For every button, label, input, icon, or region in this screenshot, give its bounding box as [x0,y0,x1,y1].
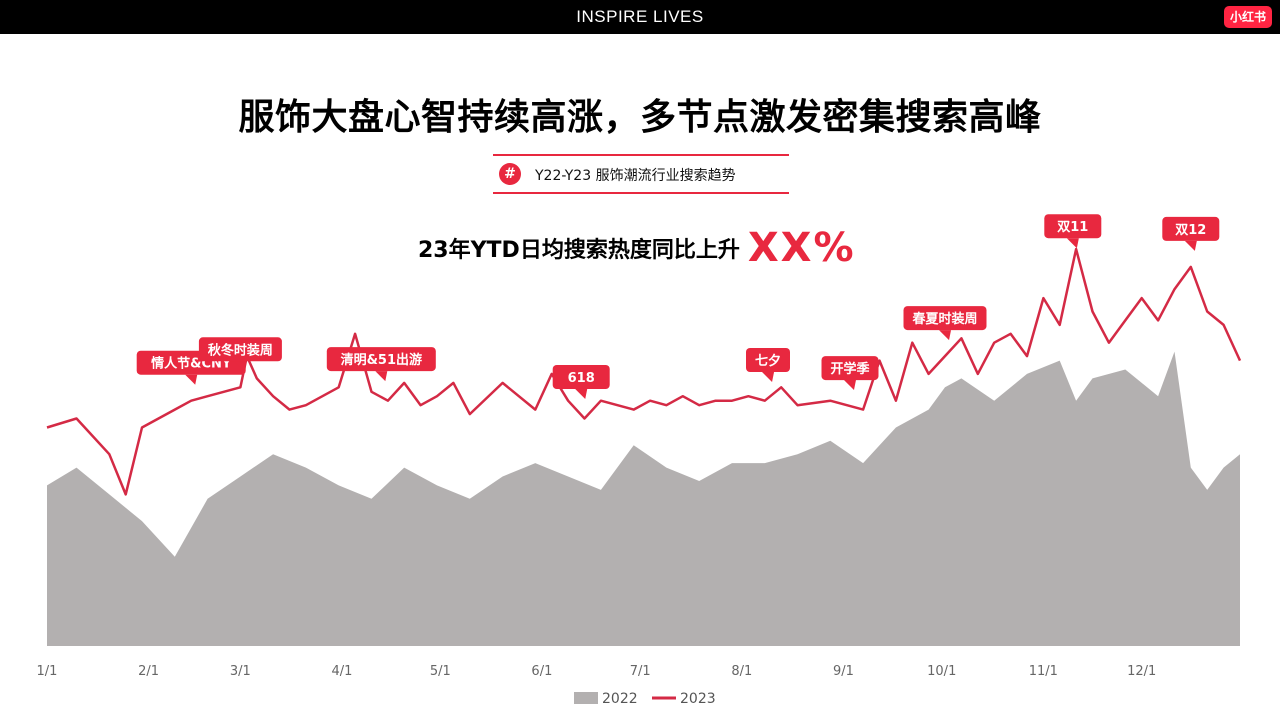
series-2022-area [47,351,1240,646]
peak-annotation: 春夏时装周 [903,306,987,341]
annotation-label: 秋冬时装周 [208,342,273,358]
chart-subtitle: # Y22-Y23 服饰潮流行业搜索趋势 [493,154,789,194]
peak-annotation: 双11 [1044,214,1102,249]
annotation-label: 开学季 [830,361,869,377]
x-tick-label: 4/1 [332,664,353,679]
peak-annotation: 秋冬时装周 [198,337,282,372]
annotation-label: 双12 [1175,223,1206,238]
x-tick-label: 5/1 [430,664,451,679]
annotation-pointer [939,330,952,341]
legend-swatch-2022 [574,692,598,704]
annotation-label: 春夏时装周 [911,311,977,327]
xiaohongshu-logo: 小红书 [1223,6,1272,28]
annotation-label: 618 [568,371,595,386]
annotation-label: 七夕 [755,353,781,369]
x-tick-label: 11/1 [1029,664,1058,679]
annotation-pointer [234,361,247,372]
peak-annotation: 618 [552,365,610,399]
x-tick-label: 10/1 [927,664,956,679]
chart-subtitle-text: Y22-Y23 服饰潮流行业搜索趋势 [535,168,736,184]
x-tick-label: 1/1 [37,664,58,679]
annotation-pointer [375,371,388,382]
annotation-label: 双11 [1057,220,1088,235]
annotation-pointer [762,372,775,383]
peak-annotation: 七夕 [746,348,790,383]
peak-annotation: 开学季 [821,356,879,391]
ytd-growth-value: XX% [747,225,856,271]
legend-label-2023: 2023 [680,691,716,707]
annotation-pointer [843,380,856,391]
page-title: 服饰大盘心智持续高涨，多节点激发密集搜索高峰 [238,97,1042,138]
annotation-box [1162,216,1220,241]
x-tick-label: 7/1 [630,664,651,679]
annotation-pointer [575,388,588,399]
annotation-box [903,306,987,331]
peak-annotation: 双12 [1162,216,1220,251]
series-2023-line [46,247,1242,496]
annotation-pointer [185,374,198,385]
chart-legend: 2022 2023 [574,691,716,707]
x-tick-label: 12/1 [1127,664,1156,679]
x-tick-label: 9/1 [833,664,854,679]
annotation-box [198,337,282,362]
annotation-box [326,347,436,372]
x-tick-label: 6/1 [531,664,552,679]
brand-slogan: INSPIRE LIVES [576,7,704,26]
annotation-box [821,356,879,381]
x-tick-label: 8/1 [731,664,752,679]
annotation-label: 清明&51出游 [341,352,422,368]
annotation-box [552,365,610,389]
annotation-pointer [1184,240,1197,251]
top-bar: INSPIRE LIVES 小红书 [0,0,1280,34]
legend-label-2022: 2022 [602,691,638,707]
ytd-growth-label: 23年YTD日均搜索热度同比上升 [418,238,740,263]
x-tick-label: 2/1 [138,664,159,679]
annotation-box [1044,214,1102,239]
annotation-box [746,348,790,372]
x-tick-label: 3/1 [230,664,251,679]
hashtag-icon: # [499,163,521,185]
ytd-growth: 23年YTD日均搜索热度同比上升 XX% [418,225,856,271]
annotation-pointer [1066,238,1079,249]
peak-annotation: 清明&51出游 [326,347,436,382]
